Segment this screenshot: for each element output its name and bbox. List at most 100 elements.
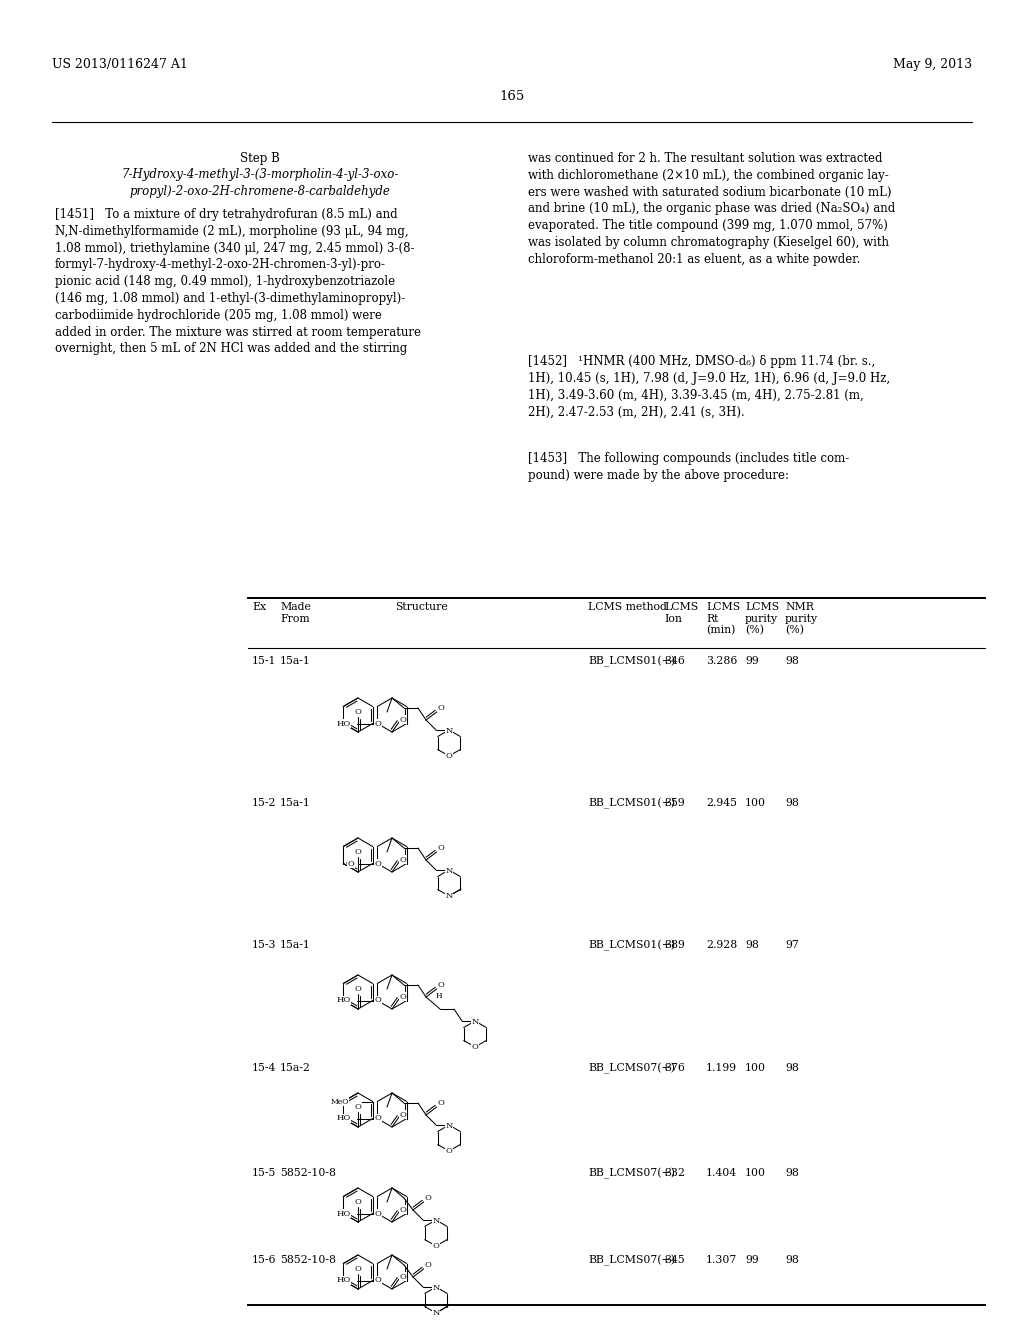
Text: O: O	[399, 993, 407, 1001]
Text: 346: 346	[664, 656, 685, 667]
Text: Made
From: Made From	[280, 602, 311, 623]
Text: 100: 100	[745, 1168, 766, 1177]
Text: 98: 98	[785, 1168, 799, 1177]
Text: 2.928: 2.928	[706, 940, 737, 950]
Text: N: N	[432, 1284, 439, 1292]
Text: O: O	[425, 1261, 431, 1269]
Text: May 9, 2013: May 9, 2013	[893, 58, 972, 71]
Text: O: O	[472, 1043, 478, 1051]
Text: Structure: Structure	[395, 602, 447, 612]
Text: H: H	[436, 993, 442, 1001]
Text: O: O	[354, 847, 361, 855]
Text: O: O	[399, 1272, 407, 1280]
Text: 165: 165	[500, 90, 524, 103]
Text: O: O	[354, 1265, 361, 1272]
Text: N: N	[445, 892, 453, 900]
Text: 98: 98	[785, 1063, 799, 1073]
Text: HO: HO	[337, 719, 351, 727]
Text: O: O	[375, 719, 382, 727]
Text: BB_LCMS07(+): BB_LCMS07(+)	[588, 1168, 675, 1179]
Text: O: O	[445, 752, 453, 760]
Text: 5852-10-8: 5852-10-8	[280, 1168, 336, 1177]
Text: MeO: MeO	[331, 1097, 349, 1106]
Text: LCMS method: LCMS method	[588, 602, 667, 612]
Text: O: O	[354, 1104, 361, 1111]
Text: 1.404: 1.404	[706, 1168, 737, 1177]
Text: O: O	[375, 1209, 382, 1217]
Text: US 2013/0116247 A1: US 2013/0116247 A1	[52, 58, 187, 71]
Text: 98: 98	[785, 1255, 799, 1265]
Text: O: O	[354, 985, 361, 993]
Text: O: O	[437, 704, 444, 711]
Text: 98: 98	[745, 940, 759, 950]
Text: 376: 376	[664, 1063, 685, 1073]
Text: 1.307: 1.307	[706, 1255, 737, 1265]
Text: O: O	[354, 708, 361, 715]
Text: N: N	[432, 1217, 439, 1225]
Text: O: O	[425, 1195, 431, 1203]
Text: O: O	[399, 855, 407, 863]
Text: was continued for 2 h. The resultant solution was extracted
with dichloromethane: was continued for 2 h. The resultant sol…	[528, 152, 895, 265]
Text: 2.945: 2.945	[706, 799, 737, 808]
Text: 15a-1: 15a-1	[280, 656, 311, 667]
Text: O: O	[375, 1276, 382, 1284]
Text: O: O	[432, 1242, 439, 1250]
Text: 389: 389	[664, 940, 685, 950]
Text: 15-2: 15-2	[252, 799, 276, 808]
Text: 15a-2: 15a-2	[280, 1063, 311, 1073]
Text: HO: HO	[337, 1209, 351, 1217]
Text: O: O	[399, 1110, 407, 1118]
Text: [1452]   ¹HNMR (400 MHz, DMSO-d₆) δ ppm 11.74 (br. s.,
1H), 10.45 (s, 1H), 7.98 : [1452] ¹HNMR (400 MHz, DMSO-d₆) δ ppm 11…	[528, 355, 890, 418]
Text: O: O	[437, 843, 444, 851]
Text: O: O	[354, 1199, 361, 1206]
Text: N: N	[432, 1309, 439, 1317]
Text: O: O	[445, 1147, 453, 1155]
Text: [1453]   The following compounds (includes title com-
pound) were made by the ab: [1453] The following compounds (includes…	[528, 451, 849, 482]
Text: N: N	[445, 867, 453, 875]
Text: O: O	[437, 981, 444, 989]
Text: LCMS
Rt
(min): LCMS Rt (min)	[706, 602, 740, 635]
Text: 15-5: 15-5	[252, 1168, 276, 1177]
Text: O: O	[375, 1114, 382, 1122]
Text: 100: 100	[745, 799, 766, 808]
Text: 98: 98	[785, 799, 799, 808]
Text: LCMS
purity
(%): LCMS purity (%)	[745, 602, 779, 635]
Text: BB_LCMS07(+): BB_LCMS07(+)	[588, 1255, 675, 1266]
Text: NMR
purity
(%): NMR purity (%)	[785, 602, 818, 635]
Text: BB_LCMS01(+): BB_LCMS01(+)	[588, 799, 675, 809]
Text: 5852-10-8: 5852-10-8	[280, 1255, 336, 1265]
Text: HO: HO	[337, 1114, 351, 1122]
Text: 15-6: 15-6	[252, 1255, 276, 1265]
Text: 15-1: 15-1	[252, 656, 276, 667]
Text: 359: 359	[664, 799, 685, 808]
Text: O: O	[399, 715, 407, 723]
Text: 97: 97	[785, 940, 799, 950]
Text: 345: 345	[664, 1255, 685, 1265]
Text: 1.199: 1.199	[706, 1063, 737, 1073]
Text: Ex: Ex	[252, 602, 266, 612]
Text: BB_LCMS07(+): BB_LCMS07(+)	[588, 1063, 675, 1074]
Text: N: N	[471, 1018, 478, 1026]
Text: BB_LCMS01(+): BB_LCMS01(+)	[588, 940, 675, 952]
Text: HO: HO	[337, 1276, 351, 1284]
Text: O: O	[375, 997, 382, 1005]
Text: LCMS
Ion: LCMS Ion	[664, 602, 698, 623]
Text: BB_LCMS01(+): BB_LCMS01(+)	[588, 656, 675, 668]
Text: 7-Hydroxy-4-methyl-3-(3-morpholin-4-yl-3-oxo-
propyl)-2-oxo-2H-chromene-8-carbal: 7-Hydroxy-4-methyl-3-(3-morpholin-4-yl-3…	[121, 168, 398, 198]
Text: 3.286: 3.286	[706, 656, 737, 667]
Text: N: N	[445, 1122, 453, 1130]
Text: 15-4: 15-4	[252, 1063, 276, 1073]
Text: O: O	[375, 859, 382, 867]
Text: 332: 332	[664, 1168, 685, 1177]
Text: O: O	[348, 859, 354, 867]
Text: HO: HO	[337, 997, 351, 1005]
Text: [1451]   To a mixture of dry tetrahydrofuran (8.5 mL) and
N,N-dimethylformamide : [1451] To a mixture of dry tetrahydrofur…	[55, 209, 421, 355]
Text: Step B: Step B	[240, 152, 280, 165]
Text: 99: 99	[745, 1255, 759, 1265]
Text: 99: 99	[745, 656, 759, 667]
Text: 98: 98	[785, 656, 799, 667]
Text: 15a-1: 15a-1	[280, 799, 311, 808]
Text: 15-3: 15-3	[252, 940, 276, 950]
Text: 15a-1: 15a-1	[280, 940, 311, 950]
Text: O: O	[437, 1100, 444, 1107]
